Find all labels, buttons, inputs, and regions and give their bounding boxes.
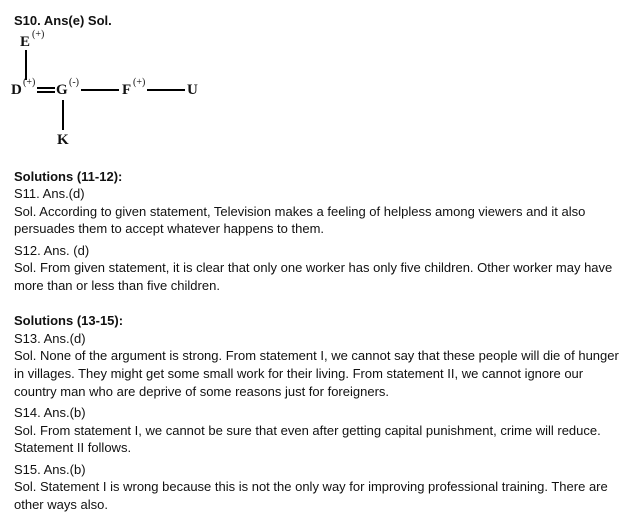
s12-sol: Sol. From given statement, it is clear t… [14,259,624,294]
edge-f-u [147,89,185,91]
node-k: K [57,130,69,150]
node-f-sign: (+) [133,76,145,90]
edge-d-g-2 [37,91,55,93]
diagram-s10: E (+) D (+) G (-) F (+) U K [20,32,624,150]
s10-heading: S10. Ans(e) Sol. [14,12,624,30]
node-d: D [11,80,22,100]
s14-ans: S14. Ans.(b) [14,404,624,422]
group2-heading: Solutions (13-15): [14,312,624,330]
s15-ans: S15. Ans.(b) [14,461,624,479]
s11-sol: Sol. According to given statement, Telev… [14,203,624,238]
edge-g-down [62,100,64,130]
node-d-sign: (+) [23,76,35,90]
node-g: G [56,80,68,100]
s13-ans: S13. Ans.(d) [14,330,624,348]
group1-heading: Solutions (11-12): [14,168,624,186]
s15-sol: Sol. Statement I is wrong because this i… [14,478,624,513]
s12-ans: S12. Ans. (d) [14,242,624,260]
s14-sol: Sol. From statement I, we cannot be sure… [14,422,624,457]
solutions-11-12: Solutions (11-12): S11. Ans.(d) Sol. Acc… [14,168,624,295]
node-e-sign: (+) [32,28,44,42]
node-u: U [187,80,198,100]
node-g-sign: (-) [69,76,79,90]
edge-d-g-1 [37,87,55,89]
s13-sol: Sol. None of the argument is strong. Fro… [14,347,624,400]
edge-g-f [81,89,119,91]
solutions-13-15: Solutions (13-15): S13. Ans.(d) Sol. Non… [14,312,624,513]
s11-ans: S11. Ans.(d) [14,185,624,203]
node-f: F [122,80,131,100]
